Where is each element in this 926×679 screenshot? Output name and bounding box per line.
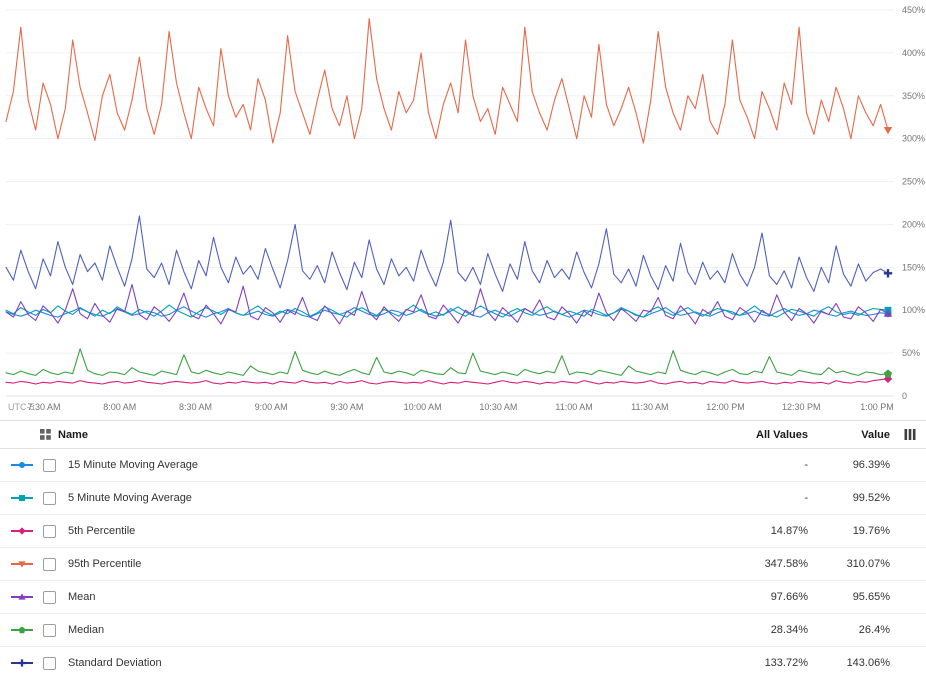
series-swatch-icon — [11, 495, 33, 501]
legend-row[interactable]: 95th Percentile 347.58% 310.07% — [0, 548, 926, 581]
series-name: 15 Minute Moving Average — [68, 459, 199, 471]
series-name: 5th Percentile — [68, 525, 136, 537]
series-all-values: 28.34% — [770, 624, 808, 636]
y-axis: 0 50% 100% 150% 200% 250% 300% 350% 400% 450% — [6, 5, 925, 401]
series-all-values: 347.58% — [764, 558, 808, 570]
svg-text:7:30 AM: 7:30 AM — [27, 402, 60, 412]
series-swatch-icon — [11, 462, 33, 468]
series-value: 99.52% — [852, 492, 890, 504]
svg-text:300%: 300% — [902, 134, 925, 144]
svg-text:400%: 400% — [902, 48, 925, 58]
series-checkbox[interactable] — [43, 524, 56, 538]
svg-text:50%: 50% — [902, 348, 920, 358]
legend-row[interactable]: 5th Percentile 14.87% 19.76% — [0, 515, 926, 548]
legend-row[interactable]: Mean 97.66% 95.65% — [0, 581, 926, 614]
series-all-values: 133.72% — [764, 657, 808, 669]
series-swatch-icon — [11, 527, 33, 535]
header-name[interactable]: Name — [58, 428, 88, 441]
svg-text:12:30 PM: 12:30 PM — [782, 402, 821, 412]
svg-text:250%: 250% — [902, 177, 925, 187]
series-lines — [5, 18, 889, 385]
svg-text:8:30 AM: 8:30 AM — [179, 402, 212, 412]
svg-text:0: 0 — [902, 391, 907, 401]
series-swatch-icon — [11, 593, 33, 600]
svg-text:11:00 AM: 11:00 AM — [555, 402, 592, 412]
series-checkbox[interactable] — [43, 491, 56, 505]
series-end-markers — [883, 126, 893, 384]
grid-icon[interactable] — [40, 429, 51, 440]
legend-row[interactable]: Standard Deviation 133.72% 143.06% — [0, 647, 926, 679]
svg-text:8:00 AM: 8:00 AM — [103, 402, 136, 412]
series-name: 5 Minute Moving Average — [68, 492, 192, 504]
svg-text:450%: 450% — [902, 5, 925, 15]
svg-text:200%: 200% — [902, 219, 925, 229]
series-swatch-icon — [11, 626, 33, 634]
svg-text:11:30 AM: 11:30 AM — [631, 402, 668, 412]
series-name: Standard Deviation — [68, 657, 162, 669]
timeseries-chart-area[interactable]: 0 50% 100% 150% 200% 250% 300% 350% 400% 450% UTC-… — [0, 0, 926, 420]
series-name: Median — [68, 624, 105, 636]
series-swatch-icon — [11, 561, 33, 568]
series-value: 19.76% — [852, 525, 890, 537]
series-swatch-icon — [11, 659, 33, 667]
series-checkbox[interactable] — [43, 590, 56, 604]
legend-row[interactable]: 5 Minute Moving Average - 99.52% — [0, 482, 926, 515]
series-value: 310.07% — [846, 558, 890, 570]
series-checkbox[interactable] — [43, 557, 56, 571]
columns-button[interactable] — [890, 429, 916, 440]
header-value[interactable]: Value — [861, 428, 890, 441]
svg-text:9:30 AM: 9:30 AM — [330, 402, 363, 412]
svg-text:150%: 150% — [902, 262, 925, 272]
series-value: 26.4% — [858, 624, 890, 636]
series-name: 95th Percentile — [68, 558, 142, 570]
svg-text:350%: 350% — [902, 91, 925, 101]
svg-text:UTC-5: UTC-5 — [8, 402, 35, 412]
series-all-values: 97.66% — [770, 591, 808, 603]
series-name: Mean — [68, 591, 96, 603]
svg-text:100%: 100% — [902, 305, 925, 315]
svg-text:10:00 AM: 10:00 AM — [404, 402, 442, 412]
series-checkbox[interactable] — [43, 656, 56, 670]
legend-row[interactable]: 15 Minute Moving Average - 96.39% — [0, 449, 926, 482]
series-value: 96.39% — [852, 459, 890, 471]
legend-header: Name All Values Value — [0, 421, 926, 449]
series-all-values: 14.87% — [770, 525, 808, 537]
header-all-values[interactable]: All Values — [756, 428, 808, 441]
columns-icon — [904, 429, 916, 440]
svg-text:10:30 AM: 10:30 AM — [479, 402, 517, 412]
series-checkbox[interactable] — [43, 623, 56, 637]
svg-text:12:00 PM: 12:00 PM — [706, 402, 745, 412]
series-value: 143.06% — [846, 657, 890, 669]
x-axis: UTC-57:30 AM 8:00 AM 8:30 AM 9:00 AM 9:30 AM… — [8, 402, 894, 412]
series-checkbox[interactable] — [43, 458, 56, 472]
legend-body: 15 Minute Moving Average - 96.39% 5 Minute… — [0, 449, 926, 679]
series-all-values: - — [804, 459, 808, 471]
series-value: 95.65% — [852, 591, 890, 603]
svg-text:1:00 PM: 1:00 PM — [860, 402, 894, 412]
legend-table: Name All Values Value 15 Minute Moving A… — [0, 420, 926, 679]
timeseries-chart[interactable]: 0 50% 100% 150% 200% 250% 300% 350% 400% 450% UTC-… — [0, 0, 926, 420]
series-all-values: - — [804, 492, 808, 504]
svg-text:9:00 AM: 9:00 AM — [255, 402, 288, 412]
legend-row[interactable]: Median 28.34% 26.4% — [0, 614, 926, 647]
